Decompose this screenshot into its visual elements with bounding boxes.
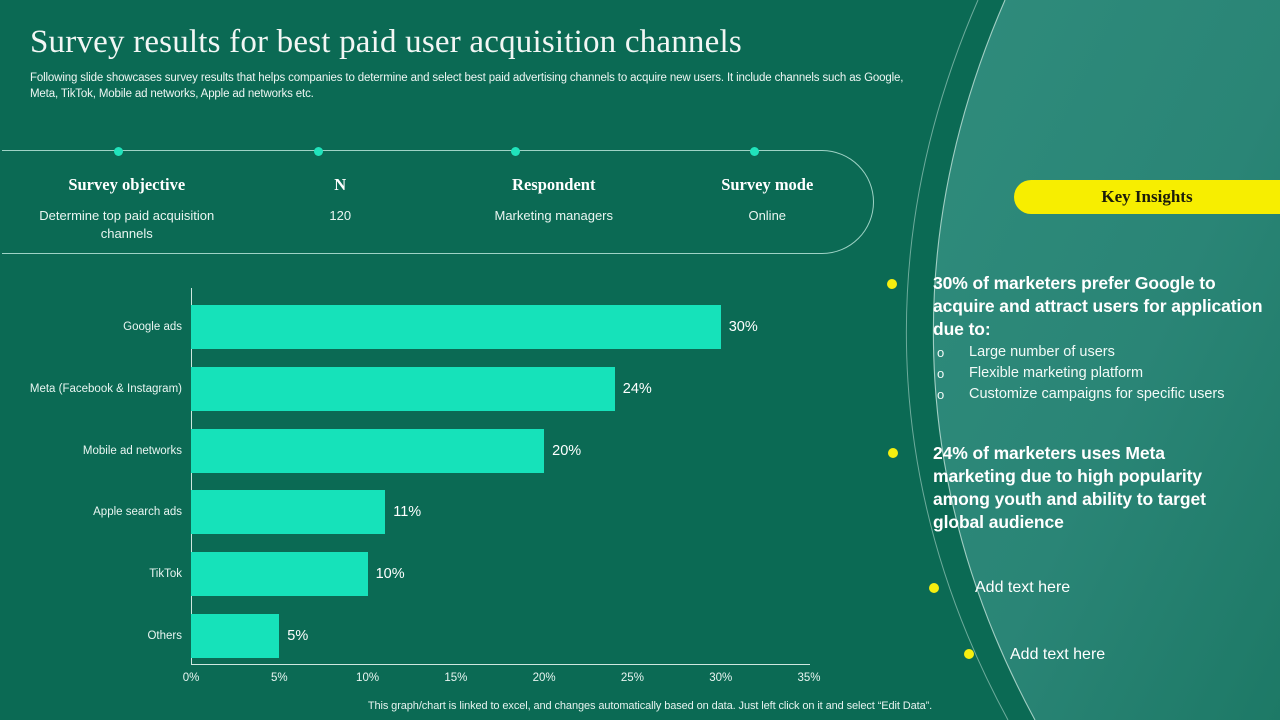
chart-bar-value-label: 24% <box>622 380 652 397</box>
chart-x-tick-label: 20% <box>532 672 556 684</box>
survey-marker-dot <box>113 147 123 156</box>
survey-marker-dot <box>749 147 759 156</box>
survey-column-n: N 120 <box>234 151 448 255</box>
chart-bar <box>191 614 280 658</box>
chart-bar <box>191 305 721 349</box>
insight-heading: Add text here <box>1010 646 1106 663</box>
chart-x-tick-label: 5% <box>270 672 288 684</box>
chart-x-tick-label: 0% <box>182 672 200 684</box>
chart-source-note-text: This graph/chart is linked to excel, and… <box>367 700 933 712</box>
chart-x-tick-label: 35% <box>797 672 821 684</box>
insight-item-2: 24% of marketers uses Meta marketing due… <box>933 442 1223 534</box>
survey-marker-dot <box>313 147 323 156</box>
chart-bar <box>191 366 615 411</box>
insight-heading: Add text here <box>975 579 1071 596</box>
key-insights-badge: Key Insights <box>1014 180 1280 214</box>
bar-chart[interactable]: 30% 24% 20% 11% 10% 5% Google ads Meta (Facebo… <box>0 288 880 688</box>
survey-column-respondent: Respondent Marketing managers <box>447 151 661 255</box>
insight-sub-item-text: Flexible marketing platform <box>969 365 1144 381</box>
chart-category-label: TikTok <box>149 568 182 581</box>
circle-bullet-icon: o <box>937 345 945 360</box>
survey-column-header: N <box>334 175 347 194</box>
page-title: Survey results for best paid user acquis… <box>30 24 742 60</box>
insight-bullet-dot <box>929 583 939 593</box>
chart-bar-row: 11% <box>191 490 809 535</box>
chart-plot-area <box>191 288 810 665</box>
survey-column-header: Respondent <box>512 175 596 194</box>
key-insights-label: Key Insights <box>1101 187 1193 206</box>
chart-category-label: Others <box>147 630 182 642</box>
insight-heading: 30% of marketers prefer Google to acquir… <box>933 273 1263 339</box>
chart-category-label: Mobile ad networks <box>82 444 182 457</box>
chart-bar-row: 24% <box>191 366 809 411</box>
header: Survey results for best paid user acquis… <box>30 22 935 102</box>
survey-column-header: Survey mode <box>721 175 814 194</box>
survey-column-mode: Survey mode Online <box>661 151 875 255</box>
chart-x-tick-label: 25% <box>620 672 644 684</box>
insight-heading: 24% of marketers uses Meta marketing due… <box>933 443 1206 532</box>
survey-column-value: 120 <box>329 208 352 223</box>
chart-bar-row: 30% <box>191 305 809 349</box>
insight-bullet-dot <box>887 279 897 289</box>
chart-bar-value-label: 20% <box>552 442 582 459</box>
survey-column-value: Marketing managers <box>494 208 614 223</box>
chart-bar-value-label: 11% <box>393 504 422 521</box>
insight-sub-item-text: Large number of users <box>969 344 1115 360</box>
chart-category-label: Meta (Facebook & Instagram) <box>29 382 182 395</box>
chart-bar-value-label: 5% <box>287 628 309 644</box>
chart-x-tick-label: 30% <box>709 672 733 684</box>
chart-x-tick-label: 15% <box>444 672 468 684</box>
insight-item-3: Add text here <box>975 577 1235 599</box>
page-subtitle: Following slide showcases survey results… <box>30 72 904 100</box>
insight-sub-item: o Flexible marketing platform <box>933 363 1273 384</box>
circle-bullet-icon: o <box>937 387 945 402</box>
insight-item-1: 30% of marketers prefer Google to acquir… <box>933 272 1273 405</box>
chart-bar <box>191 552 368 597</box>
chart-source-note: This graph/chart is linked to excel, and… <box>0 700 1280 712</box>
chart-category-label: Apple search ads <box>93 506 182 519</box>
insight-sublist: o Large number of users o Flexible marketi… <box>933 342 1273 405</box>
chart-bar-value-label: 30% <box>728 319 758 335</box>
survey-column-objective: Survey objective Determine top paid acqu… <box>2 151 234 255</box>
insight-bullet-dot <box>964 649 974 659</box>
chart-bar <box>191 428 545 473</box>
insight-sub-item: o Customize campaigns for specific users <box>933 384 1273 405</box>
chart-x-tick-label: 10% <box>356 672 380 684</box>
chart-category-label: Google ads <box>123 321 182 333</box>
circle-bullet-icon: o <box>937 366 945 381</box>
chart-bar-row: 20% <box>191 428 809 473</box>
insight-sub-item: o Large number of users <box>933 342 1273 363</box>
chart-bar-row: 5% <box>191 614 809 658</box>
survey-column-header: Survey objective <box>68 175 186 194</box>
survey-marker-dot <box>510 147 520 156</box>
survey-column-value: Determine top paid acquisition channels <box>39 208 215 241</box>
chart-bar-value-label: 10% <box>375 566 405 583</box>
survey-summary-bar: Survey objective Determine top paid acqu… <box>2 147 875 255</box>
insight-sub-item-text: Customize campaigns for specific users <box>969 386 1225 402</box>
chart-bar-row: 10% <box>191 552 809 597</box>
insight-bullet-dot <box>888 448 898 458</box>
insight-item-4: Add text here <box>1010 644 1270 666</box>
survey-column-value: Online <box>748 208 787 223</box>
chart-bar <box>191 490 386 535</box>
